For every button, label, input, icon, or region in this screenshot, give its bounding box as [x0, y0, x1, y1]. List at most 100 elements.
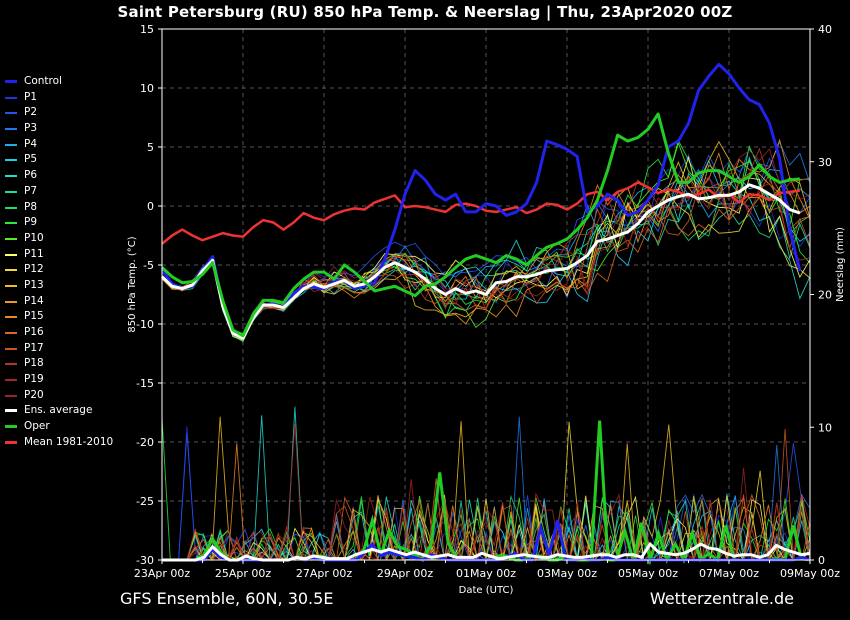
- legend-label: P20: [24, 388, 44, 401]
- legend-swatch: [5, 80, 17, 83]
- legend-label: P4: [24, 137, 38, 150]
- legend-item: P10: [3, 231, 131, 247]
- legend-item: Mean 1981-2010: [3, 435, 131, 451]
- y2-tick-label: 0: [818, 554, 825, 567]
- temp-series-line: [160, 183, 801, 340]
- legend-swatch: [5, 143, 17, 146]
- legend-item: Control: [3, 74, 131, 90]
- legend-swatch: [5, 128, 17, 131]
- legend-swatch: [5, 440, 17, 444]
- x-tick-label: 27Apr 00z: [296, 567, 353, 580]
- legend-item: P13: [3, 278, 131, 294]
- y-tick-label: -10: [136, 318, 154, 331]
- legend-item: P8: [3, 200, 131, 216]
- y-tick-label: -20: [136, 436, 154, 449]
- legend-item: P9: [3, 215, 131, 231]
- temp-series-line: [160, 62, 802, 340]
- legend-item: P16: [3, 325, 131, 341]
- legend-item: P3: [3, 121, 131, 137]
- legend-item: Oper: [3, 419, 131, 435]
- legend-swatch: [5, 300, 17, 303]
- y2-tick-label: 10: [818, 421, 832, 434]
- legend-label: P2: [24, 106, 38, 119]
- chart-title: Saint Petersburg (RU) 850 hPa Temp. & Ne…: [117, 3, 733, 21]
- legend-item: P17: [3, 341, 131, 357]
- legend-label: P11: [24, 247, 44, 260]
- y2-axis-label: Neerslag (mm): [835, 227, 846, 302]
- legend-swatch: [5, 409, 17, 413]
- x-tick-label: 09May 00z: [780, 567, 840, 580]
- legend-swatch: [5, 237, 17, 240]
- legend-label: P7: [24, 184, 38, 197]
- legend-label: Ens. average: [24, 404, 93, 417]
- legend-swatch: [5, 379, 17, 382]
- legend-label: P5: [24, 153, 38, 166]
- legend-swatch: [5, 394, 17, 397]
- legend-item: P18: [3, 356, 131, 372]
- site-caption: Wetterzentrale.de: [649, 589, 794, 608]
- legend-item: P12: [3, 262, 131, 278]
- temp-series-line: [160, 112, 801, 338]
- y-tick-label: -15: [136, 377, 154, 390]
- legend-item: P2: [3, 105, 131, 121]
- legend-swatch: [5, 284, 17, 287]
- x-tick-label: 05May 00z: [618, 567, 678, 580]
- y2-tick-label: 40: [818, 23, 832, 36]
- legend-item: Ens. average: [3, 403, 131, 419]
- legend-item: P1: [3, 90, 131, 106]
- legend-item: P11: [3, 247, 131, 263]
- y2-tick-label: 20: [818, 289, 832, 302]
- legend-label: P13: [24, 278, 44, 291]
- temp-member-line: [161, 187, 811, 341]
- legend-item: P14: [3, 294, 131, 310]
- legend-label: P12: [24, 263, 44, 276]
- legend-item: P19: [3, 372, 131, 388]
- legend-swatch: [5, 363, 17, 366]
- y-tick-label: -25: [136, 495, 154, 508]
- legend-label: P19: [24, 373, 44, 386]
- legend-swatch: [5, 96, 17, 99]
- legend-swatch: [5, 316, 17, 319]
- legend-swatch: [5, 190, 17, 193]
- legend-label: P1: [24, 90, 38, 103]
- legend-item: P4: [3, 137, 131, 153]
- legend-label: P18: [24, 357, 44, 370]
- y-tick-label: 5: [147, 141, 154, 154]
- y-axis-label: 850 hPa Temp. (°C): [127, 236, 138, 332]
- legend-swatch: [5, 112, 17, 115]
- x-tick-label: 03May 00z: [537, 567, 597, 580]
- legend-label: P15: [24, 310, 44, 323]
- y-tick-label: 15: [140, 23, 154, 36]
- y2-tick-label: 30: [818, 156, 832, 169]
- legend-swatch: [5, 175, 17, 178]
- legend-swatch: [5, 222, 17, 225]
- y-tick-label: -5: [143, 259, 154, 272]
- legend-label: P3: [24, 122, 38, 135]
- legend-item: P15: [3, 309, 131, 325]
- y-tick-label: 0: [147, 200, 154, 213]
- legend-swatch: [5, 206, 17, 209]
- legend-item: P7: [3, 184, 131, 200]
- legend-swatch: [5, 425, 17, 429]
- x-tick-label: 25Apr 00z: [215, 567, 272, 580]
- y-tick-label: -30: [136, 554, 154, 567]
- legend-item: P6: [3, 168, 131, 184]
- x-tick-label: 07May 00z: [699, 567, 759, 580]
- legend-label: P17: [24, 341, 44, 354]
- x-tick-label: 29Apr 00z: [377, 567, 434, 580]
- legend-label: P9: [24, 216, 38, 229]
- legend-label: P6: [24, 169, 38, 182]
- legend-swatch: [5, 253, 17, 256]
- legend-label: Mean 1981-2010: [24, 435, 114, 448]
- x-tick-label: 01May 00z: [456, 567, 516, 580]
- legend-label: Control: [24, 75, 62, 87]
- y-tick-label: 10: [140, 82, 154, 95]
- legend-swatch: [5, 347, 17, 350]
- legend-swatch: [5, 332, 17, 334]
- legend-swatch: [5, 159, 17, 162]
- model-caption: GFS Ensemble, 60N, 30.5E: [120, 589, 334, 608]
- legend-label: Oper: [24, 420, 50, 433]
- legend-swatch: [5, 269, 17, 272]
- legend-label: P8: [24, 200, 38, 213]
